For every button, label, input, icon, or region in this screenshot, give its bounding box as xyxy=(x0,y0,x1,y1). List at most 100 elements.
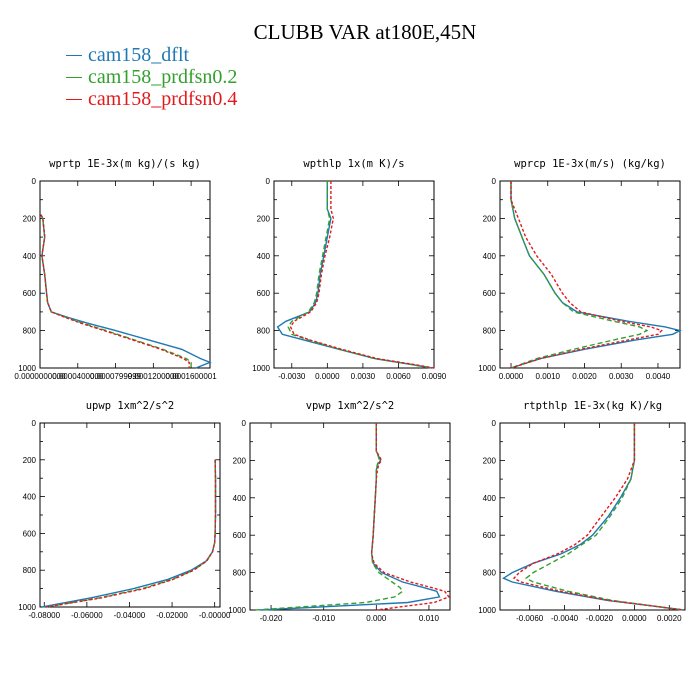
y-tick-label: 600 xyxy=(23,529,37,538)
panel-title: wprcp 1E-3x(m/s) (kg/kg) xyxy=(514,158,666,170)
y-tick-label: 400 xyxy=(483,494,497,503)
chart-panel-5: vpwp 1xm^2/s^2 0 200 400 600 800 1000 -0.020 -0.… xyxy=(228,400,451,623)
x-tick-label: -0.0020 xyxy=(586,614,614,623)
y-tick-label: 1000 xyxy=(478,364,496,373)
y-tick-label: 800 xyxy=(23,327,37,336)
panel-title: wpthlp 1x(m K)/s xyxy=(303,158,404,170)
figure-title: CLUBB VAR at180E,45N xyxy=(253,20,477,44)
y-tick-label: 600 xyxy=(233,531,247,540)
x-tick-label: 0.0030 xyxy=(609,372,634,381)
x-tick-label: 0.0001600001 xyxy=(166,372,218,381)
panel-title: rtpthlp 1E-3x(kg K)/kg xyxy=(523,400,662,412)
x-tick-label: 0.0020 xyxy=(572,372,597,381)
y-tick-label: 200 xyxy=(233,456,247,465)
panel-title: upwp 1xm^2/s^2 xyxy=(86,400,175,412)
series-line-prdfsn04 xyxy=(40,214,190,368)
x-tick-label: 0.0010 xyxy=(536,372,561,381)
x-tick-label: 0.0000 xyxy=(499,372,524,381)
chart-panel-3: wprcp 1E-3x(m/s) (kg/kg) 0 200 400 600 800 100… xyxy=(478,158,682,381)
legend: cam158_dflt cam158_prdfsn0.2 cam158_prdf… xyxy=(66,44,237,110)
plot-frame xyxy=(499,422,686,611)
y-tick-label: 0 xyxy=(492,419,497,428)
series-line-prdfsn02 xyxy=(510,181,649,369)
series-line-prdfsn04 xyxy=(46,459,217,608)
legend-item-prdfsn04: cam158_prdfsn0.4 xyxy=(66,88,237,110)
legend-label-prdfsn02: cam158_prdfsn0.2 xyxy=(88,65,238,88)
y-tick-label: 0 xyxy=(492,177,497,186)
x-tick-label: 0.0060 xyxy=(386,372,411,381)
y-tick-label: 800 xyxy=(233,569,247,578)
y-tick-label: 400 xyxy=(23,493,37,502)
legend-label-prdfsn04: cam158_prdfsn0.4 xyxy=(88,87,238,110)
x-tick-label: -0.0060 xyxy=(516,614,544,623)
x-tick-label: -0.020 xyxy=(260,614,283,623)
series-line-prdfsn02 xyxy=(524,423,684,611)
x-tick-label: -0.06000 xyxy=(71,611,103,620)
legend-item-dflt: cam158_dflt xyxy=(66,44,237,66)
x-tick-label: 0.0001200000 xyxy=(128,372,180,381)
series-line-dflt xyxy=(502,423,684,611)
y-tick-label: 600 xyxy=(257,289,271,298)
x-tick-label: -0.02000 xyxy=(156,611,188,620)
x-tick-label: 0.0000000000 xyxy=(14,372,66,381)
x-tick-label: -0.010 xyxy=(312,614,335,623)
x-tick-label: -0.0030 xyxy=(278,372,306,381)
x-tick-label: -0.04000 xyxy=(114,611,146,620)
y-tick-label: 1000 xyxy=(18,603,36,612)
y-tick-label: 800 xyxy=(483,327,497,336)
y-tick-label: 200 xyxy=(23,214,37,223)
x-tick-label: 0.0030 xyxy=(351,372,376,381)
y-tick-label: 0 xyxy=(266,177,271,186)
plot-frame xyxy=(499,180,681,369)
chart-panel-6: rtpthlp 1E-3x(kg K)/kg 0 200 400 600 800 1000 -… xyxy=(478,400,686,623)
plot-frame xyxy=(273,180,435,369)
x-tick-label: 0.0090 xyxy=(422,372,447,381)
y-tick-label: 0 xyxy=(32,419,37,428)
series-line-prdfsn04 xyxy=(510,181,663,369)
x-tick-label: 0.0020 xyxy=(657,614,682,623)
y-tick-label: 1000 xyxy=(18,364,36,373)
y-tick-label: 800 xyxy=(257,327,271,336)
chart-panel-4: upwp 1xm^2/s^2 0 200 400 600 800 1000-0.08000 -… xyxy=(18,400,231,620)
x-tick-label: 0.0040 xyxy=(646,372,671,381)
x-tick-label: 0.010 xyxy=(419,614,440,623)
chart-panel-1: wprtp 1E-3x(m kg)/(s kg) 0 200 400 600 800 100… xyxy=(14,158,217,381)
y-tick-label: 400 xyxy=(483,252,497,261)
y-tick-label: 400 xyxy=(233,494,247,503)
x-tick-label: 0.0000400000 xyxy=(52,372,104,381)
series-line-prdfsn02 xyxy=(46,459,217,608)
y-tick-label: 200 xyxy=(483,214,497,223)
series-line-dflt xyxy=(40,214,212,369)
panel-title: wprtp 1E-3x(m kg)/(s kg) xyxy=(49,158,201,170)
series-line-dflt xyxy=(41,459,217,608)
legend-label-dflt: cam158_dflt xyxy=(88,43,190,66)
legend-line-dflt xyxy=(66,54,82,56)
y-tick-label: 1000 xyxy=(228,606,246,615)
y-tick-label: 400 xyxy=(23,252,37,261)
y-tick-label: 600 xyxy=(483,289,497,298)
legend-line-prdfsn04 xyxy=(66,98,82,100)
series-line-dflt xyxy=(276,181,432,369)
x-tick-label: 0.0000 xyxy=(315,372,340,381)
series-line-dflt xyxy=(510,181,682,369)
y-tick-label: 800 xyxy=(23,566,37,575)
panel-title: vpwp 1xm^2/s^2 xyxy=(306,400,395,412)
series-line-prdfsn04 xyxy=(512,423,684,611)
y-tick-label: 600 xyxy=(483,531,497,540)
y-tick-label: 1000 xyxy=(252,364,270,373)
y-tick-label: 400 xyxy=(257,252,271,261)
y-tick-label: 1000 xyxy=(478,606,496,615)
chart-panel-2: wpthlp 1x(m K)/s 0 200 400 600 800 1000 -0.0030… xyxy=(252,158,447,381)
x-tick-label: 0.0000799999 xyxy=(90,372,142,381)
y-tick-label: 200 xyxy=(483,456,497,465)
x-tick-label: 0.000 xyxy=(366,614,387,623)
y-tick-label: 600 xyxy=(23,289,37,298)
legend-line-prdfsn02 xyxy=(66,76,82,78)
x-tick-label: -0.00000 xyxy=(199,611,231,620)
plot-frame xyxy=(249,422,451,611)
series-line-prdfsn04 xyxy=(370,423,451,611)
y-tick-label: 800 xyxy=(483,569,497,578)
series-line-prdfsn02 xyxy=(255,423,404,611)
series-line-prdfsn02 xyxy=(287,181,432,369)
